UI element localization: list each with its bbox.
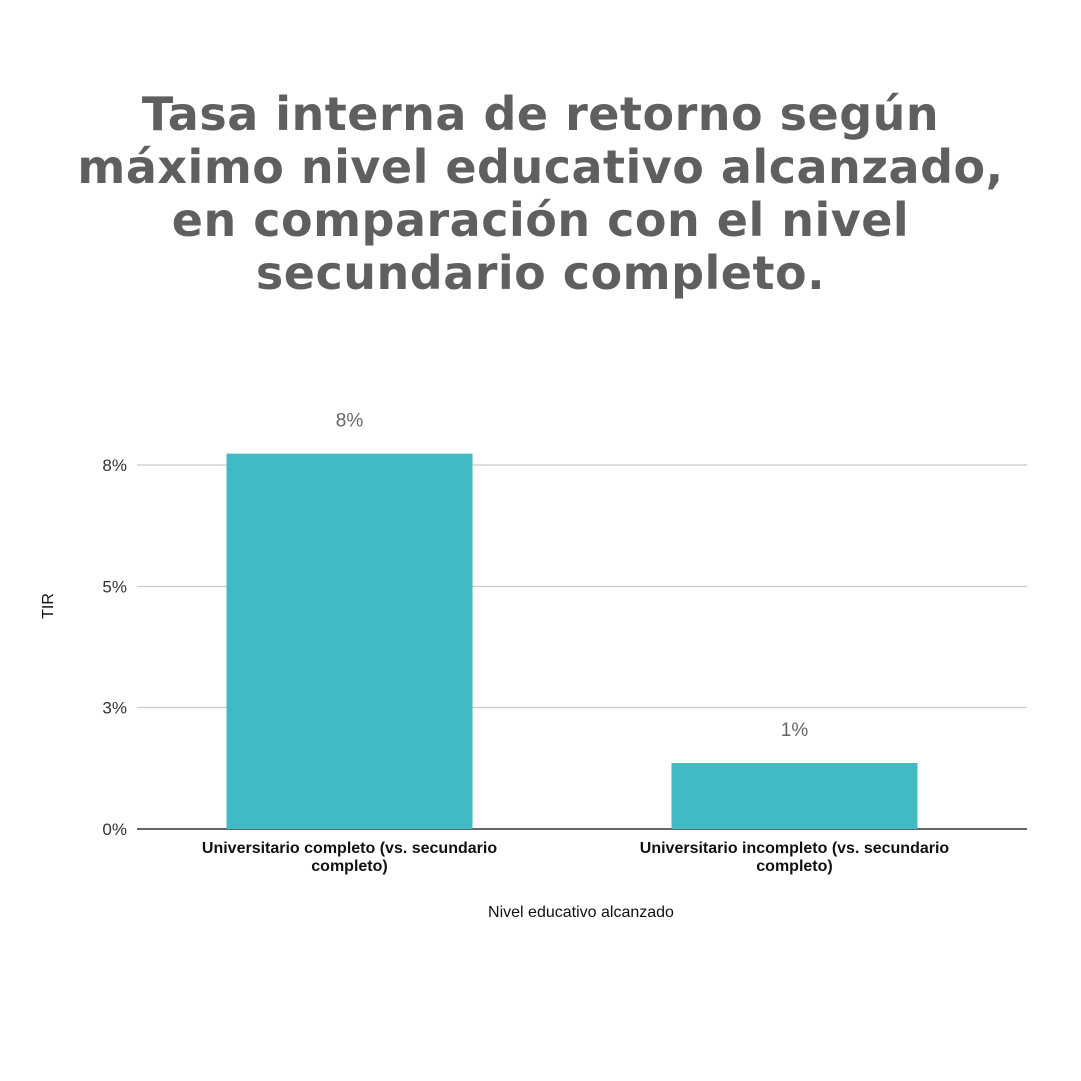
y-axis-title: TIR (40, 593, 57, 619)
title-line: máximo nivel educativo alcanzado, (77, 140, 1004, 194)
data-labels: 8% 1% (336, 411, 809, 741)
y-axis-ticks: 0% 3% 5% 8% (102, 456, 127, 839)
y-tick-label: 8% (102, 456, 127, 475)
data-label: 8% (336, 411, 364, 432)
x-axis-categories: Universitario completo (vs. secundarioco… (202, 840, 950, 875)
x-category-label: completo) (311, 858, 387, 875)
y-tick-label: 5% (102, 577, 127, 596)
y-tick-label: 3% (102, 699, 127, 718)
bar (671, 763, 918, 829)
data-label: 1% (781, 720, 809, 741)
title-line: en comparación con el nivel (171, 193, 910, 247)
x-category-label: Universitario completo (vs. secundario (202, 840, 497, 857)
x-axis-title: Nivel educativo alcanzado (488, 904, 674, 921)
title-line: Tasa interna de retorno según (141, 87, 940, 141)
bars (226, 453, 918, 829)
bar (226, 453, 473, 829)
title-line: secundario completo. (255, 246, 826, 300)
x-category-label: Universitario incompleto (vs. secundario (640, 840, 950, 857)
y-tick-label: 0% (102, 820, 127, 839)
x-category-label: completo) (756, 858, 832, 875)
chart-title: Tasa interna de retorno según máximo niv… (20, 88, 1061, 300)
